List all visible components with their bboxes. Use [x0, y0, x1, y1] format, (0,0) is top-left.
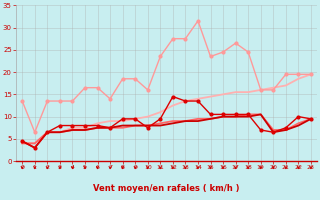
X-axis label: Vent moyen/en rafales ( km/h ): Vent moyen/en rafales ( km/h ) [93, 184, 240, 193]
